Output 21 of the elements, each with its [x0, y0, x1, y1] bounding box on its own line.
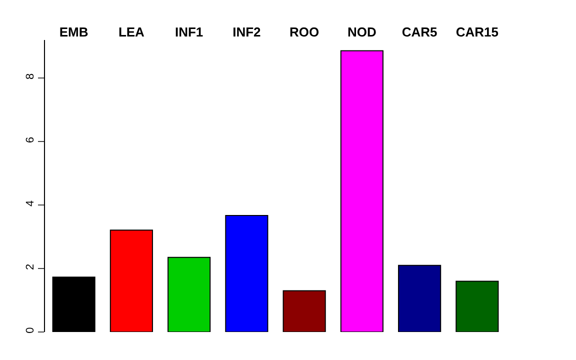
- x-tick-label: EMB: [59, 24, 88, 40]
- y-tick-label: 6: [24, 136, 37, 143]
- x-tick-label: LEA: [118, 24, 146, 40]
- y-tick-label: 4: [24, 200, 37, 206]
- bar: [168, 256, 211, 332]
- y-tick-label: 0: [24, 327, 37, 334]
- x-tick-label: NOD: [347, 24, 376, 40]
- x-tick-label: CAR5: [402, 24, 438, 40]
- bar: [110, 230, 153, 332]
- bar: [398, 264, 442, 332]
- bar: [456, 280, 499, 332]
- x-tick-label: INF1: [174, 24, 204, 40]
- y-tick-label: 2: [24, 264, 37, 270]
- x-tick-label: INF2: [232, 24, 261, 40]
- y-tick-label: 8: [24, 73, 37, 80]
- x-tick-label: ROO: [289, 24, 320, 40]
- bar: [225, 215, 268, 332]
- bar: [52, 276, 96, 332]
- bar: [282, 290, 326, 332]
- bar: [340, 50, 384, 332]
- x-tick-label: CAR15: [456, 24, 499, 40]
